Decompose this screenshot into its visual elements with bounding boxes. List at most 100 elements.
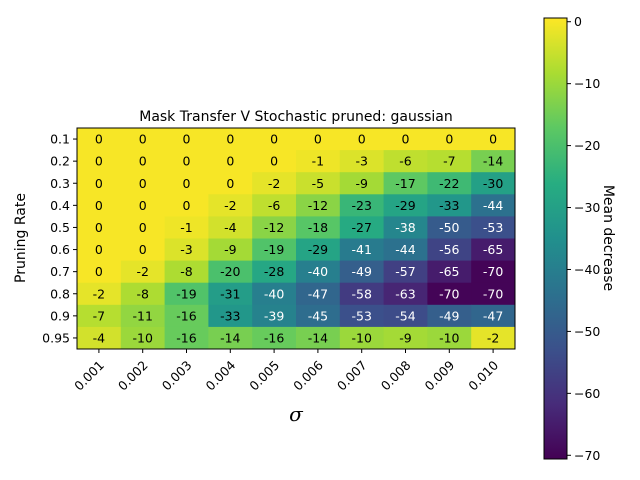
cell-value-label: 0 [226,132,234,147]
heatmap-cell [383,128,428,151]
heatmap-cell [164,128,209,151]
cell-value-label: -8 [180,264,193,279]
heatmap-cell [120,150,166,173]
x-tick-label: 0.010 [465,357,501,393]
cell-value-label: 0 [95,242,103,257]
heatmap-cell [120,326,166,350]
colorbar-tick-label: −50 [574,324,600,339]
cell-value-label: -10 [132,330,152,345]
heatmap-cell [471,238,516,262]
cell-value-label: -10 [351,330,371,345]
cell-value-label: -38 [395,220,415,235]
cell-value-label: -2 [136,264,148,279]
heatmap-cell [339,304,385,328]
cell-value-label: -16 [176,330,196,345]
cell-value-label: -70 [439,286,459,301]
heatmap-cell [77,304,122,328]
heatmap-cell [164,282,209,306]
heatmap-cell [252,150,297,173]
cell-value-label: -39 [264,308,284,323]
cell-value-label: 0 [402,132,410,147]
heatmap-cell [252,172,297,195]
cell-value-label: -30 [483,176,503,191]
cell-value-label: -23 [351,198,371,213]
cell-value-label: -65 [439,264,459,279]
cell-value-label: -19 [264,242,284,257]
cell-value-label: -14 [308,330,328,345]
heatmap-cell [427,282,472,306]
heatmap-cell [252,326,297,350]
y-axis-label: Pruning Rate [13,193,29,283]
cell-value-label: 0 [139,198,147,213]
cell-value-label: 0 [489,132,497,147]
x-tick-label: 0.004 [203,357,239,393]
heatmap-cell [383,238,428,262]
heatmap-cell [383,150,428,173]
heatmap-cell [339,128,385,151]
cell-value-label: -40 [308,264,328,279]
cell-value-label: -4 [224,220,237,235]
cell-value-label: -7 [93,308,105,323]
heatmap-cell [427,216,472,239]
heatmap-cell [471,172,516,195]
cell-value-label: -27 [351,220,371,235]
cell-value-label: -49 [439,308,459,323]
heatmap-cells [77,128,516,350]
cell-value-label: 0 [139,154,147,169]
heatmap-cell [77,172,122,195]
x-axis-label: σ [289,402,304,426]
heatmap-cell [208,150,253,173]
heatmap-cell [471,194,516,217]
heatmap-cell [339,150,385,173]
heatmap-frame [76,127,516,350]
cell-value-label: -56 [439,242,459,257]
heatmap-cell [164,238,209,262]
heatmap-cell [339,260,385,284]
cell-value-label: -53 [483,220,503,235]
heatmap-cell [471,216,516,239]
heatmap-cell [77,128,122,151]
heatmap-cell [120,194,166,217]
cell-value-label: -58 [351,286,371,301]
cell-value-label: -2 [93,286,105,301]
cell-value-label: -6 [268,198,281,213]
heatmap-cell [77,238,122,262]
heatmap-cell [120,172,166,195]
heatmap-cell [252,128,297,151]
cell-value-label: -2 [268,176,280,191]
heatmap-cell [252,216,297,239]
cell-value-label: -47 [483,308,503,323]
cell-value-label: -29 [308,242,328,257]
cell-value-label: -53 [351,308,371,323]
cell-value-label: 0 [139,220,147,235]
heatmap-cell [427,326,472,350]
cell-value-label: -7 [443,154,455,169]
cell-value-label: 0 [139,242,147,257]
heatmap-cell [383,304,428,328]
cell-value-label: -16 [264,330,284,345]
heatmap-cell [296,238,341,262]
heatmap-cell [164,194,209,217]
heatmap-cell [383,172,428,195]
colorbar-gradient [544,18,567,459]
y-tick-label: 0.5 [50,220,70,235]
colorbar-tick-label: −20 [574,138,600,153]
cell-value-label: 0 [314,132,322,147]
cell-value-label: -16 [176,308,196,323]
cell-value-label: 0 [95,176,103,191]
y-tick-label: 0.6 [50,242,70,257]
cell-value-label: -33 [439,198,459,213]
chart-title: Mask Transfer V Stochastic pruned: gauss… [139,109,453,125]
heatmap-cell [120,282,166,306]
heatmap-cell [427,194,472,217]
cell-value-label: -9 [399,330,412,345]
heatmap-cell [296,326,341,350]
cell-value-label: -2 [487,330,499,345]
cell-value-label: -41 [351,242,371,257]
cell-value-label: -70 [483,286,503,301]
cell-value-label: -12 [308,198,328,213]
heatmap-cell [471,282,516,306]
cell-value-label: -8 [136,286,149,301]
colorbar-tick-label: −60 [574,386,600,401]
cell-value-label: 0 [95,198,103,213]
